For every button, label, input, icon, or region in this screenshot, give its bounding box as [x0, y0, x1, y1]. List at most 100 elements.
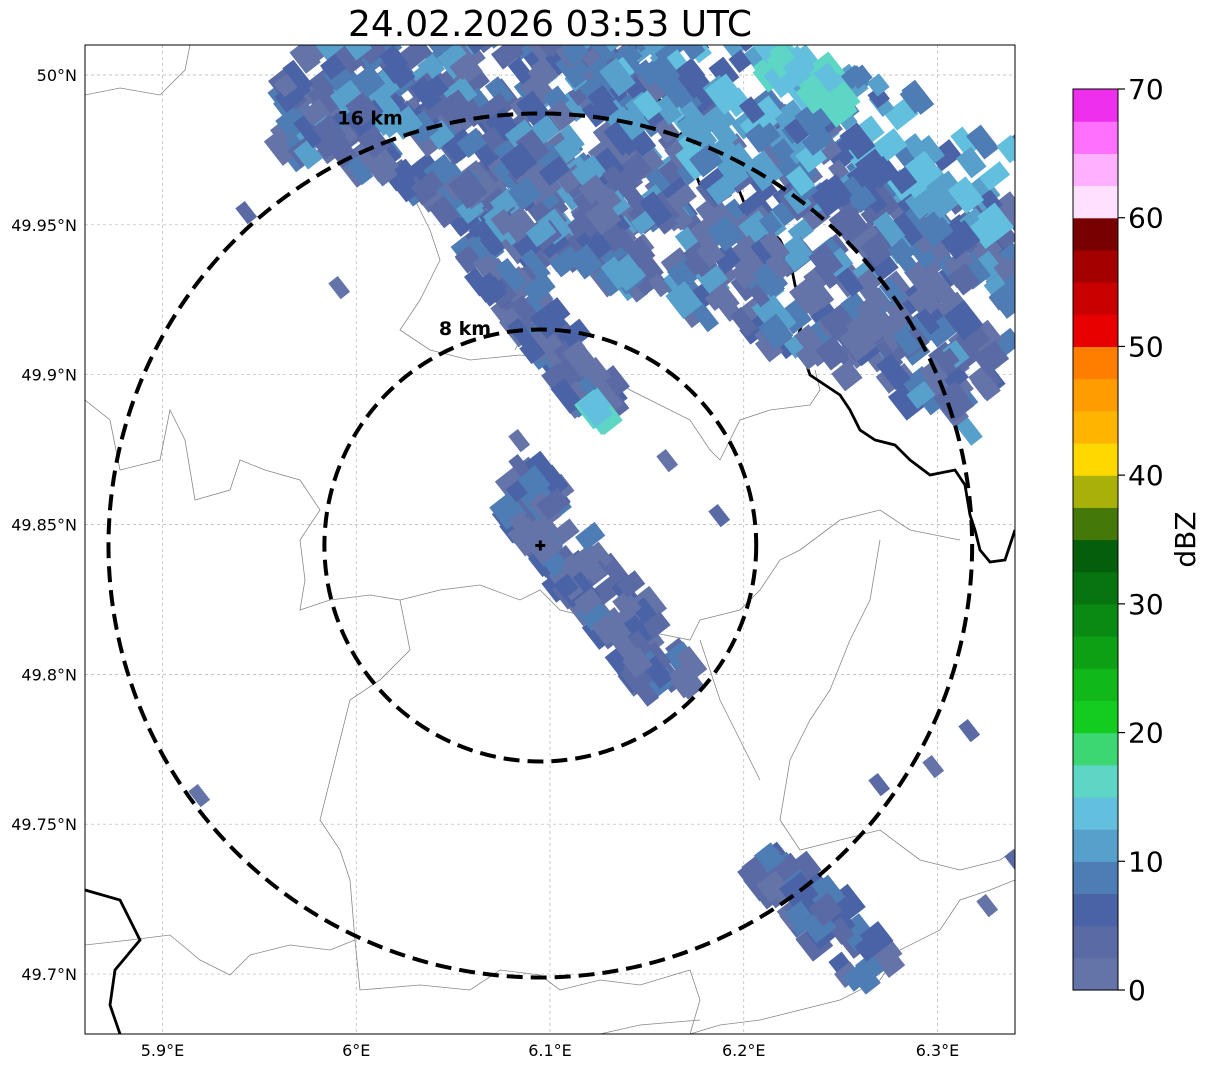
colorbar-swatch: [1073, 185, 1118, 219]
colorbar-swatch: [1073, 925, 1118, 959]
range-rings: 8 km 16 km: [106, 107, 975, 980]
echo-cell: [575, 521, 606, 551]
colorbar-tick-label: 0: [1128, 974, 1146, 1007]
echo-cell: [635, 45, 671, 57]
colorbar-tick-label: 10: [1128, 845, 1164, 878]
echo-cell: [769, 138, 795, 163]
echo-cell: [958, 719, 981, 743]
echo-cell: [695, 200, 723, 230]
colorbar-swatch: [1073, 378, 1118, 412]
echo-cell: [293, 139, 323, 170]
echo-cell: [578, 174, 609, 205]
echo-cell: [915, 209, 954, 248]
echo-cell: [665, 183, 697, 213]
lon-tick-label: 6°E: [342, 1041, 370, 1060]
echo-cell: [973, 340, 1010, 376]
echo-cell: [406, 9, 436, 40]
echo-cell: [942, 339, 970, 368]
echo-cell: [263, 131, 296, 166]
echo-cell: [763, 62, 799, 99]
colorbar-swatch: [1073, 668, 1118, 701]
echo-cell: [972, 250, 1004, 283]
echo-cell: [828, 159, 850, 182]
commune-boundary: [699, 639, 761, 781]
echo-cell: [433, 0, 470, 34]
echo-cell: [675, 645, 708, 680]
echo-cell: [484, 76, 515, 108]
echo-cell: [906, 380, 936, 409]
echo-cell: [589, 45, 617, 63]
commune-boundary: [85, 45, 191, 96]
echo-cell: [310, 45, 347, 60]
colorbar-tick-label: 30: [1128, 588, 1164, 621]
echo-cell: [304, 6, 336, 41]
echo-cell: [466, 236, 491, 262]
map-frame: [84, 44, 1016, 1035]
echo-cell: [536, 487, 570, 521]
echo-cell: [365, 0, 394, 25]
echo-cell: [459, 98, 487, 128]
echo-cell: [571, 154, 607, 190]
echo-cell: [319, 3, 352, 35]
echo-cell: [551, 518, 580, 546]
map-panel[interactable]: 8 km 16 km: [84, 0, 1072, 1035]
echo-cell: [977, 202, 1015, 241]
lon-tick-label: 5.9°E: [141, 1041, 185, 1060]
colorbar-tick-label: 70: [1128, 73, 1164, 106]
echo-cell: [188, 784, 211, 808]
reflectivity-echoes: [188, 0, 1015, 995]
echo-cell: [337, 3, 367, 33]
echo-cell: [860, 231, 896, 268]
echo-cell: [993, 256, 1015, 282]
echo-cell: [708, 504, 731, 528]
echo-cell: [562, 339, 599, 378]
echo-cell: [639, 191, 673, 228]
echo-cell: [507, 176, 543, 211]
echo-cell: [854, 148, 892, 185]
echo-cell: [304, 0, 342, 37]
echo-cell: [417, 53, 445, 82]
echo-cell: [676, 45, 706, 61]
echo-cell: [308, 12, 340, 42]
echo-cell: [708, 56, 740, 89]
echo-cell: [904, 150, 943, 190]
echo-cell: [533, 143, 563, 172]
echo-cell: [707, 214, 744, 253]
echo-cell: [575, 225, 613, 263]
echo-cell: [470, 0, 500, 23]
colorbar-swatch: [1073, 571, 1118, 605]
colorbar-tick-label: 50: [1128, 330, 1164, 363]
echo-cell: [316, 0, 346, 17]
echo-cell: [530, 56, 559, 86]
echo-cell: [475, 0, 499, 13]
colorbar-tick-label: 20: [1128, 717, 1164, 750]
lat-tick-label: 49.75°N: [11, 815, 77, 834]
colorbar-swatch: [1073, 121, 1118, 154]
echo-cell: [928, 139, 962, 172]
echo-cell: [283, 76, 311, 104]
echo-cell: [765, 251, 793, 281]
echo-cell: [358, 0, 382, 8]
echo-cell: [553, 573, 579, 599]
echo-cell: [460, 45, 491, 55]
echo-cell: [448, 168, 488, 209]
colorbar-swatch: [1073, 507, 1118, 541]
echo-cell: [613, 0, 651, 21]
echo-cell: [541, 362, 569, 390]
echo-cell: [1004, 849, 1015, 873]
echo-cell: [887, 381, 926, 421]
echo-cell: [691, 302, 720, 333]
echo-cell: [785, 165, 816, 197]
echo-cell: [549, 245, 583, 278]
echo-cell: [293, 110, 330, 149]
echo-cell: [449, 14, 473, 38]
echo-cell: [777, 234, 815, 272]
echo-cell: [687, 17, 710, 41]
echo-cell: [594, 264, 625, 297]
echo-cell: [868, 773, 891, 797]
echo-cell: [817, 86, 858, 128]
colorbar-swatch: [1073, 89, 1118, 122]
echo-cell: [366, 148, 400, 181]
echo-cell: [996, 134, 1015, 164]
echo-cell: [748, 284, 771, 308]
